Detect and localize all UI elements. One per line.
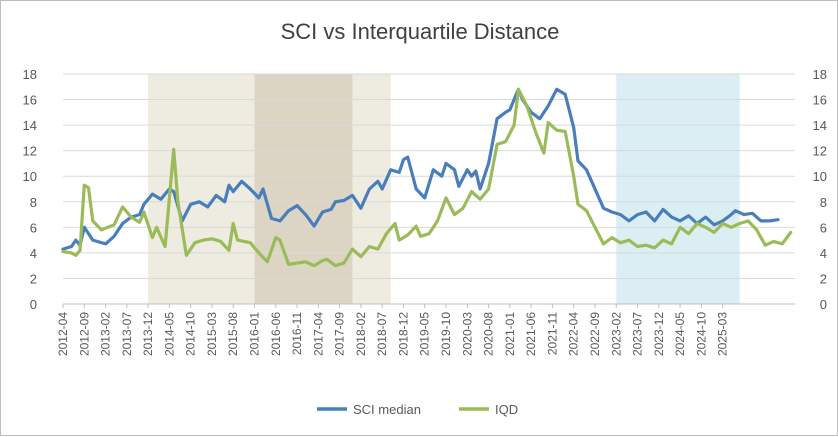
x-tick-label: 2014-05 [162, 312, 176, 356]
y-tick-label-left: 16 [23, 93, 37, 108]
y-tick-label-left: 18 [23, 67, 37, 82]
x-tick-label: 2018-07 [375, 312, 389, 356]
y-tick-label-left: 10 [23, 169, 37, 184]
x-tick-label: 2019-10 [439, 312, 453, 356]
y-tick-label-left: 8 [30, 195, 37, 210]
y-tick-label-right: 12 [813, 144, 827, 159]
x-tick-label: 2012-09 [77, 312, 91, 356]
y-tick-label-right: 16 [813, 93, 827, 108]
x-tick-label: 2021-06 [524, 312, 538, 356]
x-tick-label: 2016-11 [290, 312, 304, 355]
x-tick-label: 2025-03 [716, 312, 730, 356]
y-tick-label-left: 6 [30, 220, 37, 235]
x-tick-label: 2020-08 [482, 312, 496, 356]
x-tick-label: 2021-01 [503, 312, 517, 356]
x-tick-label: 2022-04 [567, 312, 581, 356]
shaded-period-2 [616, 74, 740, 304]
x-tick-label: 2024-05 [673, 312, 687, 356]
y-tick-label-left: 14 [23, 118, 37, 133]
shaded-periods [148, 74, 740, 304]
legend: SCI median IQD [317, 402, 518, 417]
series-line-iqd [61, 87, 793, 268]
y-tick-label-right: 0 [820, 297, 827, 312]
chart-title: SCI vs Interquartile Distance [281, 19, 560, 44]
x-tick-label: 2015-03 [205, 312, 219, 356]
y-tick-label-right: 18 [813, 67, 827, 82]
x-tick-label: 2015-08 [226, 312, 240, 356]
x-tick-label: 2024-10 [694, 312, 708, 356]
x-tick-label: 2013-12 [141, 312, 155, 356]
x-tick-label: 2014-10 [184, 312, 198, 356]
x-tick-label: 2012-04 [56, 312, 70, 356]
x-tick-label: 2018-02 [354, 312, 368, 356]
x-tick-label: 2017-09 [333, 312, 347, 356]
x-tick-label: 2016-06 [269, 312, 283, 356]
y-tick-label-left: 0 [30, 297, 37, 312]
x-tick-label: 2023-12 [652, 312, 666, 356]
x-axis: 2012-04 2012-09 2013-02 2013-07 2013-12 2014-… [56, 304, 730, 356]
y-tick-label-right: 4 [820, 246, 827, 261]
legend-label: IQD [495, 402, 518, 417]
x-tick-label: 2013-07 [120, 312, 134, 356]
y-axis-right: 0 2 4 6 8 10 12 14 16 18 [813, 67, 827, 312]
x-tick-label: 2023-02 [609, 312, 623, 356]
x-tick-label: 2021-11 [545, 312, 559, 355]
y-tick-label-left: 4 [30, 246, 37, 261]
y-tick-label-left: 12 [23, 144, 37, 159]
y-axis-left: 0 2 4 6 8 10 12 14 16 18 [23, 67, 37, 312]
y-tick-label-right: 14 [813, 118, 827, 133]
y-tick-label-right: 10 [813, 169, 827, 184]
x-tick-label: 2020-03 [460, 312, 474, 356]
y-tick-label-right: 2 [820, 271, 827, 286]
series-lines [61, 87, 793, 268]
y-tick-label-right: 6 [820, 220, 827, 235]
y-tick-label-right: 8 [820, 195, 827, 210]
shaded-period-1 [254, 74, 353, 304]
x-tick-label: 2019-05 [418, 312, 432, 356]
x-tick-label: 2013-02 [99, 312, 113, 356]
y-tick-label-left: 2 [30, 271, 37, 286]
legend-label: SCI median [353, 402, 421, 417]
x-tick-label: 2022-09 [588, 312, 602, 356]
x-tick-label: 2017-04 [311, 312, 325, 356]
x-tick-label: 2018-12 [396, 312, 410, 356]
x-tick-label: 2023-07 [631, 312, 645, 356]
x-tick-label: 2016-01 [248, 312, 262, 356]
